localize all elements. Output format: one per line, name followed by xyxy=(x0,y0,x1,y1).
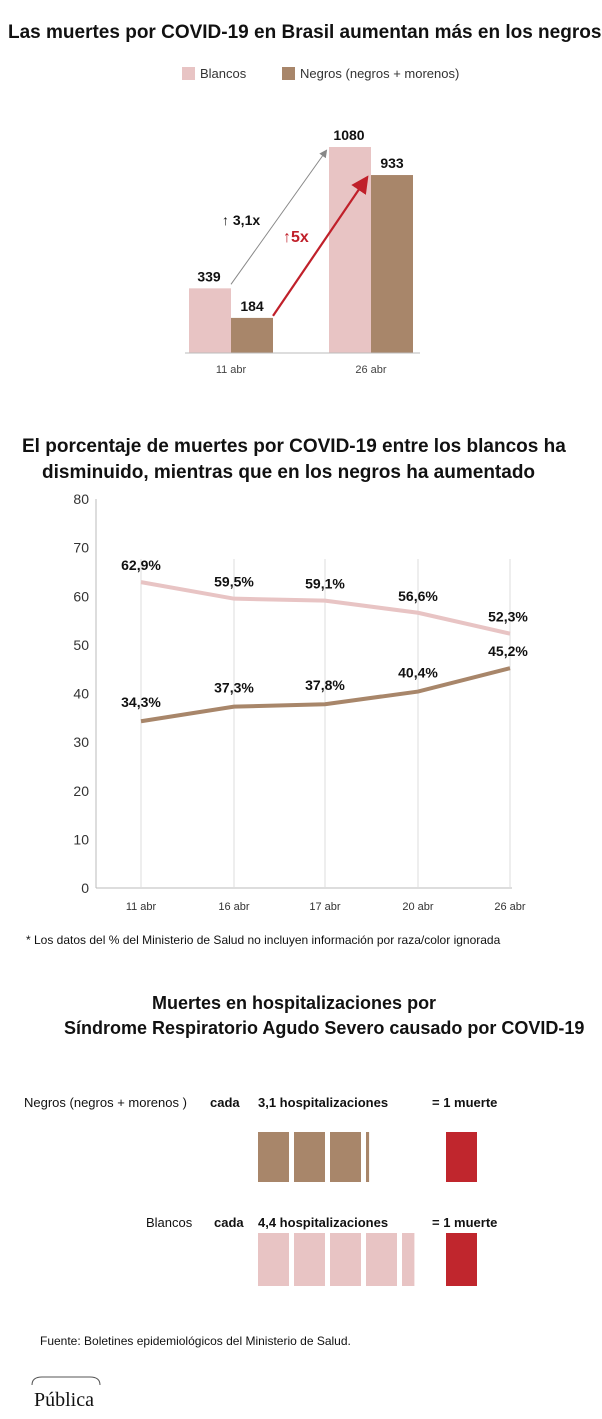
row-cada-blancos: cada xyxy=(214,1215,244,1230)
logo-bracket xyxy=(30,1374,102,1386)
x-tick-label: 26 abr xyxy=(494,901,526,913)
data-label: 40,4% xyxy=(398,665,438,681)
y-tick-label: 70 xyxy=(73,540,89,556)
data-label: 59,1% xyxy=(305,576,345,592)
data-label: 37,8% xyxy=(305,677,345,693)
series-line-negros xyxy=(140,666,511,724)
data-label: 52,3% xyxy=(488,609,528,625)
bar-blancos-1 xyxy=(329,147,371,353)
bar-negros-0 xyxy=(231,317,273,353)
row-equals-blancos: = 1 muerte xyxy=(432,1215,498,1230)
y-tick-label: 80 xyxy=(73,491,89,507)
x-tick-label: 26 abr xyxy=(355,364,387,376)
y-tick-label: 0 xyxy=(81,880,89,896)
y-tick-label: 40 xyxy=(73,686,89,702)
x-tick-label: 11 abr xyxy=(126,901,157,913)
source-note: Fuente: Boletines epidemiológicos del Mi… xyxy=(40,1334,351,1348)
hospitalization-unit xyxy=(258,1233,289,1286)
data-label: 56,6% xyxy=(398,588,438,604)
row-label-blancos: Blancos xyxy=(146,1215,193,1230)
line-chart: 0 10 20 30 40 50 60 70 80 11 abr 16 abr 17 abr 20 ab… xyxy=(73,491,528,913)
data-label: 37,3% xyxy=(214,680,254,696)
y-tick-label: 10 xyxy=(73,831,89,847)
arrow-blancos xyxy=(230,149,328,285)
chart3-title-line2: Síndrome Respiratorio Agudo Severo causa… xyxy=(64,1018,585,1038)
hospitalization-unit xyxy=(402,1233,415,1286)
hospitalization-unit xyxy=(366,1132,370,1182)
data-label: 45,2% xyxy=(488,643,528,659)
chart2-title-line2: disminuido, mientras que en los negros h… xyxy=(42,462,536,483)
bar-value-label: 184 xyxy=(240,298,264,314)
bar-chart: 339 184 11 abr 1080 933 26 abr ↑ 3,1x ↑5x xyxy=(185,127,420,376)
bar-value-label: 1080 xyxy=(333,127,364,143)
x-tick-label: 16 abr xyxy=(218,901,250,913)
pictogram xyxy=(258,1132,477,1286)
death-unit xyxy=(446,1233,477,1286)
bar-value-label: 339 xyxy=(197,268,221,284)
row-hosp-negros: 3,1 hospitalizaciones xyxy=(258,1095,389,1110)
annotation-red: ↑5x xyxy=(283,229,309,246)
legend-label-negros: Negros (negros + morenos) xyxy=(300,66,460,81)
hospitalization-unit xyxy=(294,1132,325,1182)
row-equals-negros: = 1 muerte xyxy=(432,1095,498,1110)
y-tick-label: 20 xyxy=(73,783,89,799)
x-tick-label: 11 abr xyxy=(216,364,247,376)
annotation-gray: ↑ 3,1x xyxy=(222,212,260,228)
y-tick-label: 30 xyxy=(73,734,89,750)
bar-negros-1 xyxy=(371,175,413,353)
hospitalization-unit xyxy=(330,1132,361,1182)
series-line-blancos xyxy=(140,580,511,636)
data-label: 34,3% xyxy=(121,694,161,710)
hospitalization-unit xyxy=(258,1132,289,1182)
y-tick-label: 50 xyxy=(73,637,89,653)
chart2-footnote: * Los datos del % del Ministerio de Salu… xyxy=(26,933,501,947)
bar-blancos-0 xyxy=(189,288,231,353)
hospitalization-unit xyxy=(366,1233,397,1286)
y-tick-label: 60 xyxy=(73,588,89,604)
data-label: 59,5% xyxy=(214,574,254,590)
row-hosp-blancos: 4,4 hospitalizaciones xyxy=(258,1215,389,1230)
data-label: 62,9% xyxy=(121,557,161,573)
x-tick-label: 20 abr xyxy=(402,901,434,913)
chart2-title-line1: El porcentaje de muertes por COVID-19 en… xyxy=(22,436,566,457)
hospitalization-unit xyxy=(294,1233,325,1286)
legend-label-blancos: Blancos xyxy=(200,66,247,81)
legend-swatch-negros xyxy=(282,67,295,80)
row-label-negros: Negros (negros + morenos ) xyxy=(24,1095,187,1110)
bar-value-label: 933 xyxy=(380,155,404,171)
publica-logo: Pública xyxy=(34,1389,94,1411)
legend-swatch-blancos xyxy=(182,67,195,80)
row-cada-negros: cada xyxy=(210,1095,240,1110)
death-unit xyxy=(446,1132,477,1182)
chart1-title: Las muertes por COVID-19 en Brasil aumen… xyxy=(8,22,602,43)
hospitalization-unit xyxy=(330,1233,361,1286)
x-tick-label: 17 abr xyxy=(309,901,341,913)
chart3-title-line1: Muertes en hospitalizaciones por xyxy=(152,993,437,1013)
arrow-negros xyxy=(272,175,369,317)
